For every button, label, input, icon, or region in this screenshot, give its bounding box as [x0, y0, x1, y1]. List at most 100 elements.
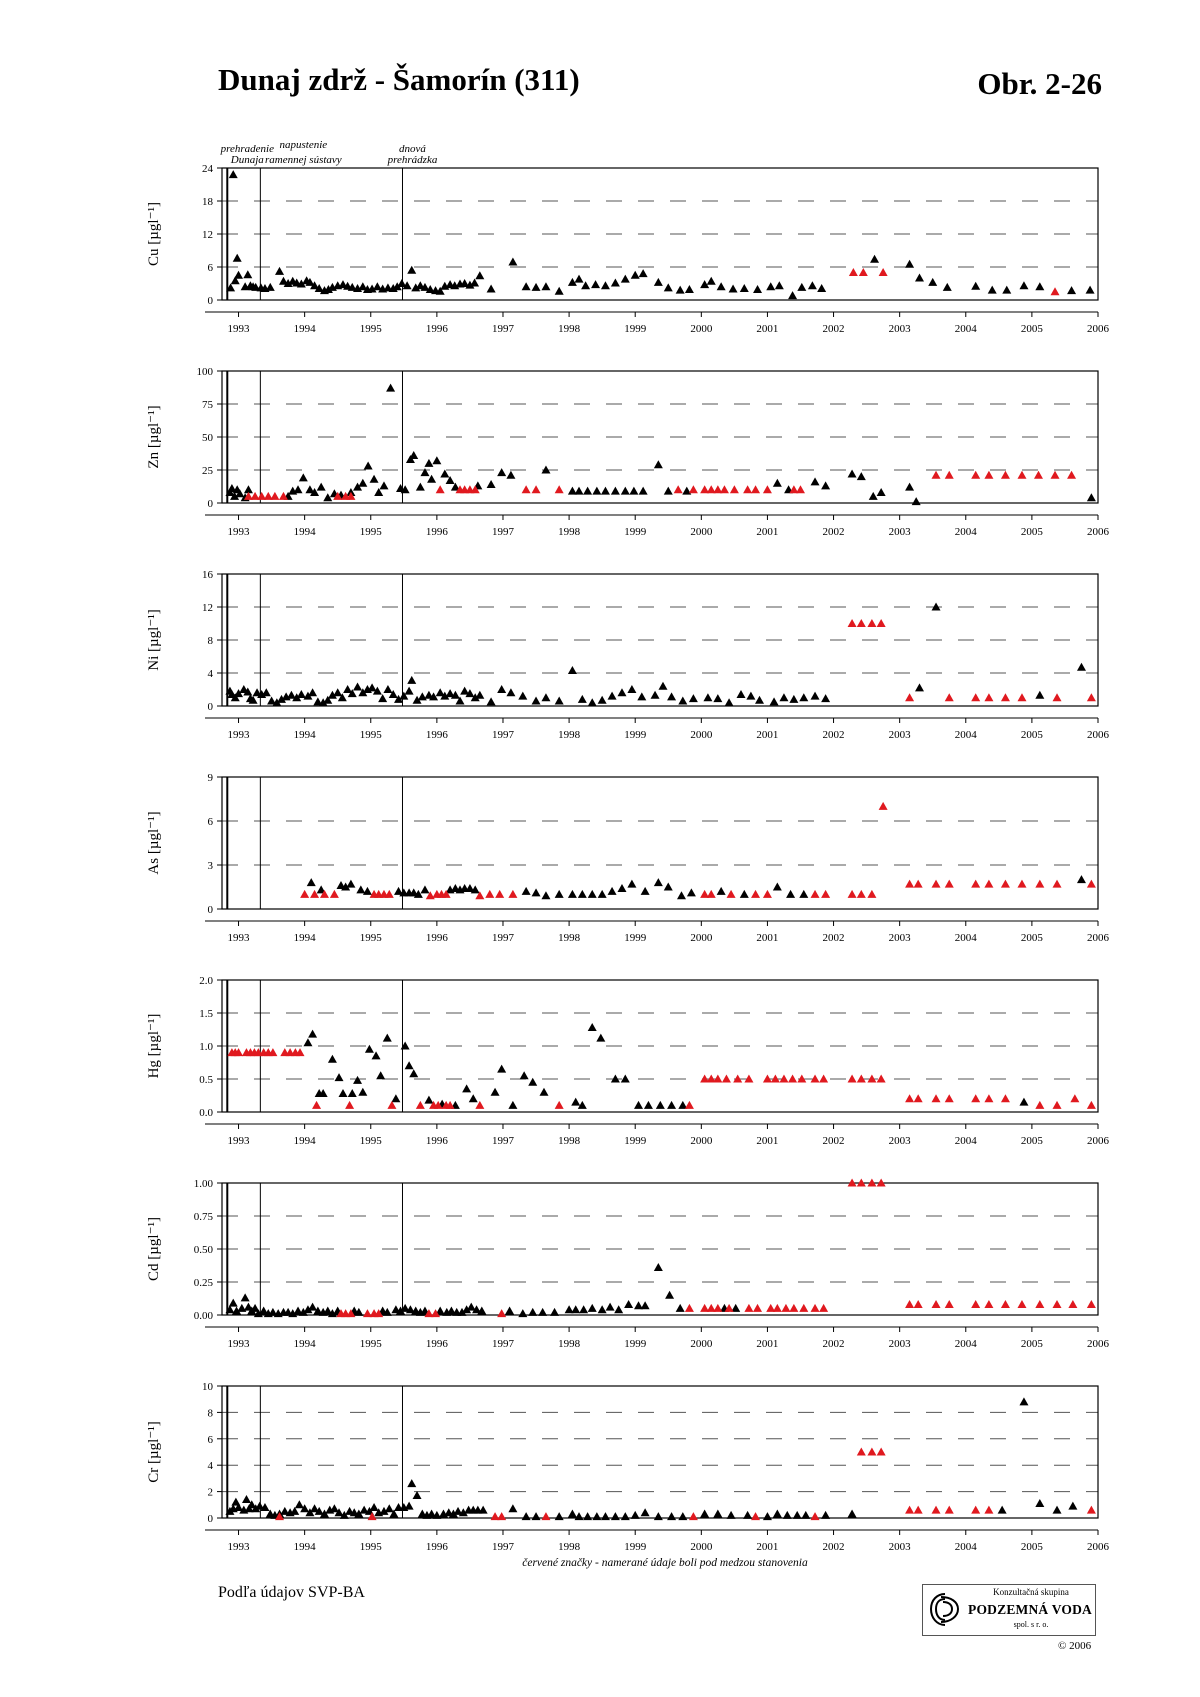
data-point-measured: [435, 688, 445, 697]
data-point-measured: [574, 1512, 584, 1521]
data-point-measured: [554, 286, 564, 295]
data-point-measured: [417, 692, 427, 701]
data-point-below-limit: [470, 485, 480, 494]
data-point-measured: [319, 1509, 329, 1518]
data-point-below-limit: [781, 1303, 791, 1312]
data-point-below-limit: [346, 1309, 356, 1318]
data-point-measured: [448, 1509, 458, 1518]
data-point-measured: [392, 282, 402, 291]
x-tick-label: 1996: [426, 526, 449, 538]
data-point-measured: [314, 283, 324, 292]
data-point-below-limit: [905, 1505, 915, 1514]
logo-line-2: PODZEMNÁ VODA: [968, 1602, 1092, 1617]
data-point-measured: [914, 683, 924, 692]
data-point-measured: [268, 1307, 278, 1316]
data-point-measured: [610, 486, 620, 495]
data-point-measured: [354, 1307, 364, 1316]
data-point-below-limit: [268, 1048, 278, 1057]
data-point-measured: [571, 1097, 581, 1106]
data-point-measured: [772, 882, 782, 891]
data-point-measured: [528, 1077, 538, 1086]
y-tick-label: 0: [208, 701, 214, 713]
data-point-measured: [797, 282, 807, 291]
data-point-measured: [316, 885, 326, 894]
data-point-below-limit: [876, 1447, 886, 1456]
data-point-measured: [400, 1303, 410, 1312]
data-point-measured: [1019, 281, 1029, 290]
data-point-measured: [359, 1505, 369, 1514]
data-point-below-limit: [319, 889, 329, 898]
data-point-below-limit: [475, 891, 485, 900]
data-point-measured: [567, 1509, 577, 1518]
data-point-below-limit: [1052, 1299, 1062, 1308]
data-point-measured: [407, 675, 417, 684]
data-point-below-limit: [1035, 1100, 1045, 1109]
data-point-measured: [248, 695, 258, 704]
data-point-below-limit: [1035, 879, 1045, 888]
data-point-measured: [1067, 286, 1077, 295]
data-point-measured: [376, 1071, 386, 1080]
data-point-below-limit: [724, 1303, 734, 1312]
data-point-measured: [341, 882, 351, 891]
data-point-below-limit: [485, 889, 495, 898]
data-point-below-limit: [270, 491, 280, 500]
data-point-measured: [518, 1309, 528, 1318]
data-point-measured: [277, 694, 287, 703]
x-tick-label: 2006: [1087, 932, 1110, 944]
data-point-below-limit: [1017, 470, 1027, 479]
data-point-below-limit: [944, 1094, 954, 1103]
data-point-measured: [678, 1100, 688, 1109]
data-point-below-limit: [554, 485, 564, 494]
x-tick-label: 1993: [228, 526, 251, 538]
data-point-measured: [470, 693, 480, 702]
data-point-measured: [713, 694, 723, 703]
x-tick-label: 1995: [360, 729, 383, 741]
x-tick-label: 2004: [955, 526, 978, 538]
data-point-below-limit: [1086, 879, 1096, 888]
data-point-below-limit: [726, 889, 736, 898]
data-point-below-limit: [433, 1100, 443, 1109]
data-point-measured: [610, 278, 620, 287]
data-point-below-limit: [713, 1303, 723, 1312]
x-tick-label: 2003: [889, 323, 912, 335]
data-point-measured: [497, 468, 507, 477]
y-tick-label: 100: [197, 366, 214, 378]
data-point-below-limit: [905, 1094, 915, 1103]
x-tick-label: 2002: [823, 323, 845, 335]
x-tick-label: 1998: [558, 1338, 581, 1350]
data-point-measured: [379, 1506, 389, 1515]
data-point-below-limit: [984, 1505, 994, 1514]
data-point-measured: [663, 283, 673, 292]
data-point-measured: [807, 281, 817, 290]
data-point-measured: [497, 685, 507, 693]
data-point-below-limit: [700, 889, 710, 898]
y-tick-label: 0.50: [194, 1244, 214, 1256]
data-point-measured: [313, 697, 323, 706]
data-point-measured: [638, 486, 648, 495]
x-tick-label: 1994: [294, 1541, 317, 1553]
data-point-measured: [610, 1074, 620, 1083]
data-point-measured: [296, 689, 306, 698]
x-tick-label: 2006: [1087, 526, 1110, 538]
data-point-below-limit: [719, 485, 729, 494]
data-point-measured: [300, 1504, 310, 1513]
data-point-measured: [396, 1306, 406, 1315]
data-point-below-limit: [312, 1100, 322, 1109]
data-point-measured: [574, 486, 584, 495]
x-tick-label: 2004: [955, 323, 978, 335]
data-point-measured: [637, 692, 647, 701]
data-point-measured: [405, 1305, 415, 1314]
data-point-measured: [554, 696, 564, 705]
data-point-below-limit: [821, 889, 831, 898]
data-point-measured: [521, 282, 531, 291]
data-point-below-limit: [971, 879, 981, 888]
data-point-measured: [640, 886, 650, 895]
data-point-measured: [407, 265, 417, 274]
data-point-measured: [383, 685, 393, 693]
data-point-measured: [629, 486, 639, 495]
data-point-measured: [333, 688, 343, 697]
y-tick-label: 6: [208, 1434, 214, 1446]
data-point-below-limit: [243, 491, 253, 500]
data-point-measured: [369, 1502, 379, 1511]
data-point-measured: [318, 1089, 328, 1098]
